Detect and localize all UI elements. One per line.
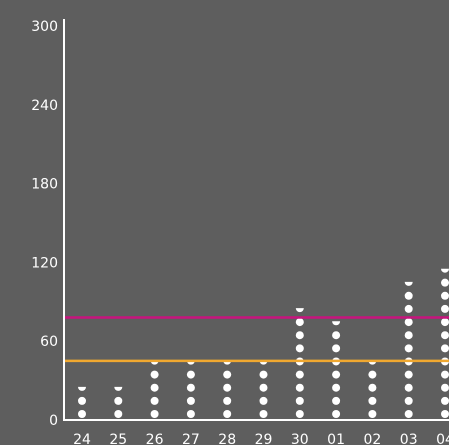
data-dot <box>223 383 232 392</box>
x-tick-label: 27 <box>182 432 200 445</box>
data-dot <box>259 396 268 405</box>
data-dot <box>404 383 413 392</box>
data-dot <box>441 410 449 418</box>
data-dot <box>150 396 159 405</box>
data-dot <box>295 410 304 418</box>
y-tick-label: 60 <box>40 334 58 350</box>
x-tick-label: 01 <box>327 432 345 445</box>
data-dot <box>295 383 304 392</box>
data-dot <box>150 383 159 392</box>
data-dot <box>368 410 377 418</box>
data-dot <box>186 383 195 392</box>
data-dot <box>259 383 268 392</box>
data-dot <box>332 410 341 418</box>
data-dot <box>332 383 341 392</box>
partial-data-dot <box>114 386 123 391</box>
x-tick-label: 26 <box>146 432 164 445</box>
x-tick-label: 30 <box>291 432 309 445</box>
data-dot <box>295 318 304 327</box>
y-tick-label: 180 <box>31 177 58 193</box>
data-dot <box>114 396 123 405</box>
x-tick-label: 25 <box>109 432 127 445</box>
data-dot <box>78 410 86 418</box>
x-tick-label: 03 <box>400 432 418 445</box>
data-dot <box>404 396 413 405</box>
data-dot <box>332 370 341 379</box>
y-tick-label: 240 <box>31 98 58 114</box>
partial-data-dot <box>78 386 86 391</box>
data-dot <box>368 396 377 405</box>
data-dot <box>332 344 341 353</box>
data-dot <box>295 331 304 340</box>
data-dot <box>259 370 268 379</box>
x-tick-label: 29 <box>255 432 273 445</box>
data-dot <box>78 396 86 405</box>
data-dot <box>441 383 449 392</box>
data-dot <box>223 410 232 418</box>
data-dot <box>295 344 304 353</box>
y-tick-label: 300 <box>31 19 58 35</box>
data-dot <box>186 410 195 418</box>
data-dot <box>114 410 123 418</box>
data-dot <box>404 304 413 313</box>
data-dot <box>404 410 413 418</box>
data-dot <box>441 344 449 353</box>
y-tick-label: 0 <box>49 413 58 429</box>
data-dot <box>441 318 449 327</box>
data-dot <box>441 278 449 287</box>
data-dot <box>332 331 341 340</box>
data-dot <box>150 410 159 418</box>
data-dot <box>295 370 304 379</box>
data-dot <box>404 318 413 327</box>
data-dot <box>332 396 341 405</box>
data-dot <box>441 370 449 379</box>
data-dot <box>441 331 449 340</box>
data-dot <box>223 370 232 379</box>
data-dot <box>441 396 449 405</box>
x-tick-label: 04 <box>436 432 449 445</box>
partial-data-dot <box>441 268 449 273</box>
data-dots <box>78 268 449 418</box>
data-dot <box>441 291 449 300</box>
data-dot <box>441 304 449 313</box>
data-dot <box>186 370 195 379</box>
data-dot <box>368 370 377 379</box>
partial-data-dot <box>295 308 304 313</box>
data-dot <box>368 383 377 392</box>
data-dot <box>404 344 413 353</box>
x-tick-label: 28 <box>218 432 236 445</box>
data-dot <box>404 291 413 300</box>
y-tick-label: 120 <box>31 255 58 271</box>
x-tick-label: 02 <box>363 432 381 445</box>
reference-lines <box>65 316 449 363</box>
partial-data-dot <box>404 281 413 286</box>
data-dot <box>404 370 413 379</box>
data-dot <box>150 370 159 379</box>
data-dot <box>223 396 232 405</box>
data-dot <box>295 396 304 405</box>
data-dot <box>404 331 413 340</box>
y-axis-ticks: 0 60 120 180 240 300 <box>31 19 58 429</box>
data-dot <box>186 396 195 405</box>
x-tick-label: 24 <box>73 432 91 445</box>
x-axis-ticks: 24 25 26 27 28 29 30 01 02 03 04 <box>73 432 449 445</box>
data-dot <box>259 410 268 418</box>
partial-data-dot <box>332 321 341 326</box>
